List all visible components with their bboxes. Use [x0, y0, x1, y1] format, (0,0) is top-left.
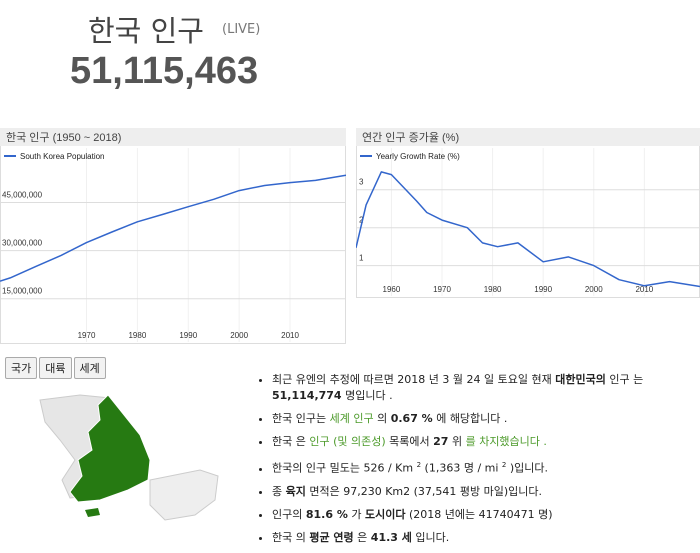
live-label: (LIVE): [222, 22, 261, 37]
tab-button[interactable]: 대륙: [39, 357, 72, 379]
fact-text: 인구의: [272, 507, 306, 521]
jeju-shape: [85, 508, 100, 517]
fact-link: 인구 (및 의존성): [309, 435, 386, 448]
fact-text: 한국 인구는: [272, 412, 330, 425]
fact-item: 한국 은 인구 (및 의존성) 목록에서 27 위 를 차지했습니다 .: [272, 434, 700, 450]
y-tick-label: 1: [359, 254, 364, 263]
fact-text: 가: [347, 507, 365, 521]
x-tick-label: 1980: [128, 331, 146, 340]
fact-text: 육지: [285, 484, 306, 498]
fact-text: 한국의 인구 밀도는 526 / Km: [272, 461, 417, 475]
fact-text: 81.6 %: [305, 507, 348, 521]
fact-text: 51,114,774: [272, 389, 342, 402]
chart: 연간 인구 증가율 (%) 1960 1970 1980 1990 2000 2010 1 2 3…: [356, 128, 700, 298]
korea-shape: [69, 394, 151, 503]
x-tick-label: 2000: [585, 285, 603, 294]
fact-text: 목록에서: [385, 435, 434, 448]
fact-text: 명입니다 .: [341, 389, 393, 402]
data-line: [356, 171, 700, 288]
fact-text: 2: [416, 461, 422, 469]
tab-button[interactable]: 국가: [5, 357, 38, 379]
chart-title-bar: [356, 128, 700, 146]
page-title: 한국 인구: [88, 14, 204, 48]
fact-text: 0.67 %: [390, 412, 433, 425]
x-tick-label: 2010: [281, 331, 299, 340]
chart: 한국 인구 (1950 ~ 2018) 1970 1980 1990 2000 2010 1…: [0, 128, 346, 344]
x-tick-label: 2010: [635, 285, 653, 294]
fact-text: 한국 은: [272, 435, 310, 448]
fact-item: 한국의 인구 밀도는 526 / Km 2 (1,363 명 / mi 2 )입…: [272, 457, 700, 477]
chart-title: 연간 인구 증가율 (%): [362, 131, 459, 144]
x-tick-label: 1990: [179, 331, 197, 340]
chart-title-bar: [0, 128, 346, 146]
fact-text: (2018 년에는 41740471 명): [405, 507, 553, 521]
neighbor-land: [149, 469, 219, 521]
data-line: [0, 174, 346, 282]
chart-title: 한국 인구 (1950 ~ 2018): [6, 131, 121, 144]
population-counter: 51,115,463: [70, 50, 259, 92]
legend-label: Yearly Growth Rate (%): [376, 152, 460, 161]
fact-text: 면적은 97,230 Km2 (37,541 평방 마일)입니다.: [305, 484, 543, 498]
y-tick-label: 30,000,000: [2, 239, 43, 248]
x-tick-label: 1970: [433, 285, 451, 294]
fact-text: 최근 유엔의 추정에 따르면 2018 년 3 월 24 일 토요일 현재: [272, 373, 556, 386]
fact-text: 은: [353, 530, 371, 544]
fact-item: 종 육지 면적은 97,230 Km2 (37,541 평방 마일)입니다.: [272, 484, 700, 500]
x-tick-label: 1960: [383, 285, 401, 294]
fact-text: 종: [272, 484, 286, 498]
fact-item: 한국 인구는 세계 인구 의 0.67 % 에 해당합니다 .: [272, 411, 700, 427]
fact-text: 도시이다: [364, 507, 406, 521]
fact-item: 한국 의 평균 연령 은 41.3 세 입니다.: [272, 530, 700, 546]
fact-text: 대한민국의: [555, 373, 606, 386]
fact-text: 위: [448, 435, 466, 448]
x-tick-label: 1980: [484, 285, 502, 294]
fact-list: 최근 유엔의 추정에 따르면 2018 년 3 월 24 일 토요일 현재 대한…: [258, 372, 700, 553]
fact-item: 인구의 81.6 % 가 도시이다 (2018 년에는 41740471 명): [272, 507, 700, 523]
tabs: 국가 대륙 세계: [5, 357, 106, 379]
x-tick-label: 1990: [534, 285, 552, 294]
fact-text: 41.3 세: [370, 530, 412, 544]
fact-text: 평균 연령: [309, 530, 354, 544]
legend-label: South Korea Population: [20, 152, 105, 161]
fact-text: (1,363 명 / mi: [421, 461, 502, 475]
fact-text: 의: [373, 412, 391, 425]
y-tick-label: 3: [359, 178, 364, 187]
y-tick-label: 45,000,000: [2, 191, 43, 200]
tab-button[interactable]: 세계: [73, 357, 106, 379]
x-tick-label: 2000: [230, 331, 248, 340]
fact-text: 27: [433, 435, 449, 448]
fact-text: 인구 는: [605, 373, 644, 386]
fact-text: 에 해당합니다 .: [432, 412, 508, 425]
fact-link: 세계 인구: [329, 412, 374, 425]
fact-text: 입니다.: [411, 530, 450, 544]
fact-text: )입니다.: [506, 461, 549, 475]
y-tick-label: 15,000,000: [2, 287, 43, 296]
fact-text: 한국 의: [272, 530, 310, 544]
y-tick-label: 2: [359, 216, 364, 225]
map: [0, 380, 230, 545]
fact-item: 최근 유엔의 추정에 따르면 2018 년 3 월 24 일 토요일 현재 대한…: [272, 372, 700, 404]
chart-frame: [0, 128, 346, 344]
fact-text: 2: [501, 461, 507, 469]
x-tick-label: 1970: [78, 331, 96, 340]
chart-frame: [356, 128, 700, 298]
fact-link: 를 차지했습니다 .: [465, 435, 547, 448]
